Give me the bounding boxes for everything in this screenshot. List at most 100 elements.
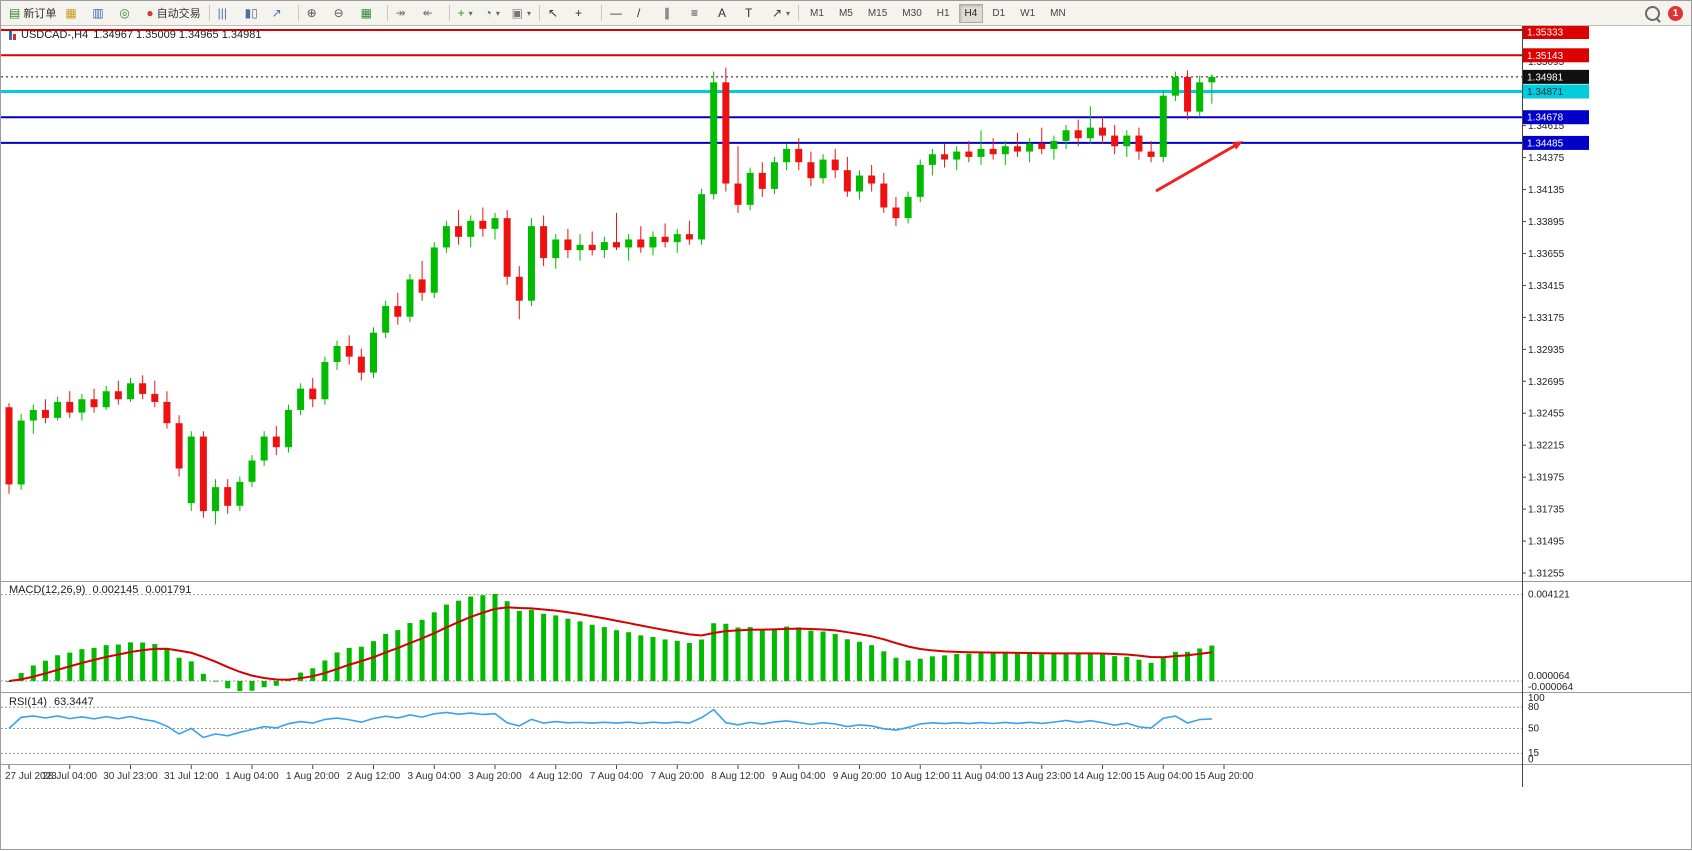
candle	[187, 436, 195, 504]
time-axis-label: 7 Aug 04:00	[590, 771, 644, 782]
candle	[989, 148, 997, 155]
timeframe-m5-button[interactable]: M5	[838, 7, 853, 19]
macd-bar	[480, 595, 486, 681]
data-window-button[interactable]: ▥	[88, 2, 114, 24]
chart-shift-button[interactable]: ↞	[419, 2, 445, 24]
equidistant-channel-button[interactable]: ∥	[660, 2, 686, 24]
macd-bar	[881, 651, 887, 681]
fibonacci-button[interactable]: ≡	[687, 2, 713, 24]
navigator-button[interactable]: ◎	[115, 2, 141, 24]
time-axis-label: 11 Aug 04:00	[952, 771, 1011, 782]
arrows-button[interactable]: ↗ ▾	[768, 2, 794, 24]
timeframe-m30-button[interactable]: M30	[902, 7, 922, 19]
macd-bar	[6, 681, 12, 682]
candle	[515, 276, 523, 301]
toolbar-separator	[386, 5, 388, 21]
candle	[892, 207, 900, 219]
line-chart-button[interactable]: ↗	[268, 2, 294, 24]
cursor-icon: ↖	[547, 6, 559, 20]
zoom-in-button[interactable]: ⊕	[303, 2, 329, 24]
candle	[588, 244, 596, 251]
macd-bar	[1197, 648, 1203, 681]
templates-icon: ▣	[511, 6, 523, 20]
candle	[1038, 143, 1046, 149]
candle	[564, 239, 572, 251]
text-button[interactable]: A	[714, 2, 740, 24]
candle	[272, 436, 280, 448]
candle	[503, 218, 511, 277]
macd-bar	[650, 636, 656, 681]
candle	[965, 151, 973, 157]
candle	[649, 236, 657, 248]
auto-scroll-button[interactable]: ↠	[392, 2, 418, 24]
macd-bar	[735, 627, 741, 681]
macd-bar	[699, 639, 705, 681]
zoom-out-button[interactable]: ⊖	[330, 2, 356, 24]
candle	[236, 481, 244, 506]
macd-bar	[723, 623, 729, 681]
macd-signal-line	[8, 606, 1212, 682]
candle	[175, 423, 183, 469]
candle	[479, 220, 487, 229]
candle	[734, 183, 742, 205]
auto-trading-button[interactable]: ● 自动交易	[142, 2, 204, 24]
time-axis-label: 27 Jul 2023	[5, 771, 57, 782]
trendline-button[interactable]: /	[633, 2, 659, 24]
tile-windows-icon: ▦	[360, 6, 372, 20]
periods-button[interactable]: ◔ ▾	[481, 2, 507, 24]
crosshair-icon: +	[574, 6, 582, 20]
bar-chart-button[interactable]: |||	[214, 2, 240, 24]
arrow-annotation-head[interactable]	[1232, 141, 1243, 150]
crosshair-button[interactable]: +	[571, 2, 597, 24]
price-badge-label: 1.34981	[1527, 72, 1564, 83]
macd-scale-label: -0.000064	[1528, 682, 1573, 693]
macd-bar	[225, 681, 231, 689]
timeframe-w1-button[interactable]: W1	[1020, 7, 1036, 19]
candle	[467, 220, 475, 237]
macd-bar	[18, 672, 24, 681]
macd-name: MACD(12,26,9)	[9, 584, 86, 596]
arrow-annotation-shaft[interactable]	[1155, 142, 1240, 193]
candle	[29, 409, 37, 421]
tile-windows-button[interactable]: ▦	[357, 2, 383, 24]
text-label-button[interactable]: T	[741, 2, 767, 24]
horizontal-line-button[interactable]: —	[606, 2, 632, 24]
timeframe-h4-button[interactable]: H4	[958, 3, 984, 23]
macd-bar	[419, 619, 425, 681]
search-icon[interactable]	[1645, 5, 1660, 21]
price-tick-label: 1.32695	[1528, 377, 1565, 388]
rsi-name: RSI(14)	[9, 696, 47, 708]
periods-icon: ◔	[484, 6, 492, 20]
cursor-button[interactable]: ↖	[544, 2, 570, 24]
timeframe-d1-button[interactable]: D1	[992, 7, 1006, 19]
macd-bar	[261, 681, 267, 688]
time-axis-label: 9 Aug 20:00	[833, 771, 887, 782]
timeframe-m15-button[interactable]: M15	[867, 7, 888, 19]
timeframe-mn-button[interactable]: MN	[1050, 7, 1066, 19]
toolbar-separator	[208, 5, 210, 21]
notification-badge[interactable]: 1	[1668, 5, 1683, 21]
macd-bar	[784, 626, 790, 681]
macd-bar	[638, 635, 644, 681]
market-watch-button[interactable]: ▦	[61, 2, 87, 24]
candlestick-chart-button[interactable]: ▮▯	[241, 2, 267, 24]
candle	[1135, 135, 1143, 152]
templates-button[interactable]: ▣ ▾	[508, 2, 535, 24]
new-order-button[interactable]: ▤ 新订单	[5, 2, 60, 24]
indicators-button[interactable]: + ▾	[454, 2, 480, 24]
macd-bar	[929, 656, 935, 681]
candle	[977, 148, 985, 157]
timeframe-h1-button[interactable]: H1	[936, 7, 950, 19]
timeframe-m1-button[interactable]: M1	[810, 7, 824, 19]
toolbar-separator	[538, 5, 540, 21]
macd-bar	[601, 627, 607, 681]
price-tick-label: 1.31495	[1528, 537, 1565, 548]
price-tick-label: 1.31975	[1528, 473, 1565, 484]
dropdown-caret-icon: ▾	[495, 8, 500, 18]
equidistant-channel-icon: ∥	[663, 6, 670, 20]
rsi-line	[8, 708, 1212, 739]
price-tick-label: 1.32455	[1528, 409, 1565, 420]
candle	[552, 239, 560, 259]
